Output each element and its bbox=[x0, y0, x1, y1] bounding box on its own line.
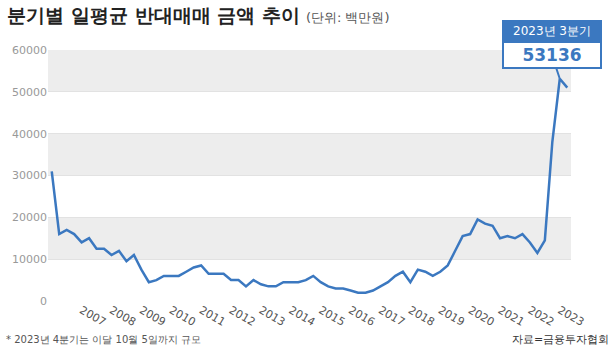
svg-text:20000: 20000 bbox=[12, 211, 47, 224]
svg-text:30000: 30000 bbox=[12, 169, 47, 182]
svg-text:2022: 2022 bbox=[526, 304, 557, 329]
svg-text:2021: 2021 bbox=[496, 304, 527, 329]
svg-text:2007: 2007 bbox=[77, 304, 108, 329]
svg-text:2016: 2016 bbox=[346, 304, 377, 329]
svg-text:50000: 50000 bbox=[12, 86, 47, 99]
svg-text:2017: 2017 bbox=[376, 304, 407, 329]
svg-text:60000: 60000 bbox=[12, 44, 47, 57]
svg-text:2020: 2020 bbox=[466, 304, 497, 329]
svg-text:2012: 2012 bbox=[227, 304, 258, 329]
svg-text:53136: 53136 bbox=[522, 45, 581, 65]
svg-text:2015: 2015 bbox=[316, 304, 347, 329]
svg-text:2023: 2023 bbox=[556, 304, 587, 329]
svg-text:* 2023년 4분기는 이달 10월 5일까지 규모: * 2023년 4분기는 이달 10월 5일까지 규모 bbox=[6, 334, 201, 345]
svg-text:40000: 40000 bbox=[12, 128, 47, 141]
svg-text:2010: 2010 bbox=[167, 304, 198, 329]
svg-text:2014: 2014 bbox=[287, 304, 318, 329]
svg-text:0: 0 bbox=[40, 295, 47, 308]
svg-text:2009: 2009 bbox=[137, 304, 168, 329]
svg-text:2011: 2011 bbox=[197, 304, 228, 329]
svg-text:2019: 2019 bbox=[436, 304, 467, 329]
svg-text:2008: 2008 bbox=[107, 304, 138, 329]
svg-text:분기별 일평균 반대매매 금액 추이 (단위: 백만원): 분기별 일평균 반대매매 금액 추이 (단위: 백만원) bbox=[7, 4, 389, 26]
svg-text:자료=금융투자협회: 자료=금융투자협회 bbox=[512, 333, 609, 346]
svg-text:10000: 10000 bbox=[12, 253, 47, 266]
svg-text:2023년 3분기: 2023년 3분기 bbox=[513, 24, 591, 38]
svg-text:2013: 2013 bbox=[257, 304, 288, 329]
svg-text:2018: 2018 bbox=[406, 304, 437, 329]
